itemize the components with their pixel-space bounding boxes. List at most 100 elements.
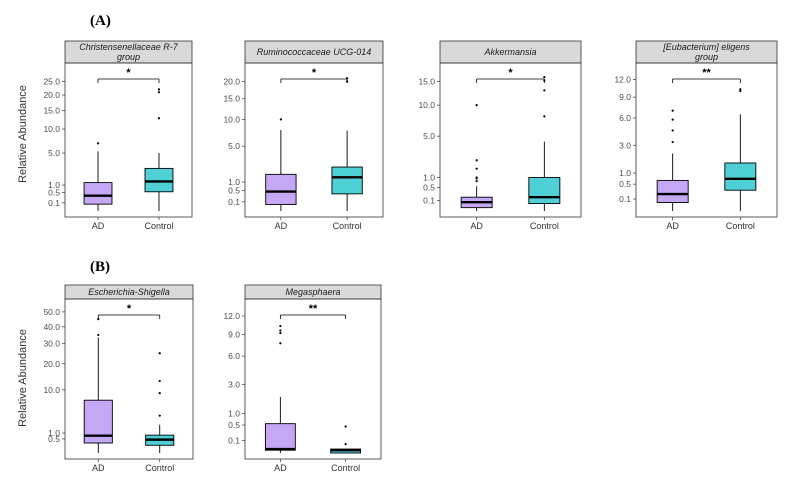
y-tick-label: 9.0 bbox=[619, 92, 631, 102]
facet-4: Escherichia-Shigella 0.51.0 10.0 20.0 30.0 40… bbox=[43, 284, 194, 473]
y-tick-label: 0.1 bbox=[228, 435, 240, 445]
facet-title: Escherichia-Shigella bbox=[88, 287, 170, 297]
outlier-point bbox=[97, 333, 100, 337]
facet-title: group bbox=[117, 52, 140, 62]
outlier-point bbox=[671, 109, 674, 112]
outlier-point bbox=[158, 392, 161, 395]
y-tick-label: 0.5 bbox=[228, 186, 240, 196]
outlier-point bbox=[158, 352, 161, 355]
y-tick-label: 0.1 bbox=[619, 194, 631, 204]
y-tick-label: 0.5 bbox=[228, 420, 240, 430]
x-tick-label: AD bbox=[666, 221, 679, 231]
outlier-point bbox=[157, 91, 161, 94]
outlier-point bbox=[279, 118, 282, 121]
outlier-point bbox=[739, 89, 742, 93]
box-ad bbox=[656, 179, 689, 203]
outlier-point bbox=[543, 76, 546, 79]
y-axis-label-b: Relative Abundance bbox=[17, 329, 29, 427]
y-tick-label: 25.0 bbox=[43, 76, 60, 86]
y-tick-label: 0.5 bbox=[619, 179, 631, 189]
y-tick-label: 50.0 bbox=[43, 307, 60, 317]
outlier-point bbox=[543, 115, 546, 118]
y-tick-label: 5.0 bbox=[228, 141, 240, 151]
facet-5: Megasphaera 0.1 0.5 1.0 3.0 6.0 9.0 12.0 AD Contr… bbox=[223, 284, 382, 473]
y-tick-label: 1.0 bbox=[423, 173, 435, 183]
significance-label: * bbox=[508, 67, 513, 79]
outlier-point bbox=[344, 425, 347, 428]
box-control bbox=[144, 167, 174, 193]
x-tick-label: AD bbox=[92, 463, 105, 473]
y-tick-label: 0.5 bbox=[48, 188, 60, 198]
panel-border bbox=[439, 62, 582, 218]
y-tick-label: 20.0 bbox=[43, 359, 60, 369]
facet-title: Ruminococcaceae UCG-014 bbox=[257, 47, 372, 57]
box-control bbox=[331, 166, 363, 195]
y-tick-label: 5.0 bbox=[423, 131, 435, 141]
facet-title: Megasphaera bbox=[285, 287, 340, 297]
x-tick-label: AD bbox=[470, 221, 483, 231]
outlier-point bbox=[158, 379, 161, 383]
facet-title: Akkermansia bbox=[483, 47, 536, 57]
y-tick-label: 15.0 bbox=[223, 94, 240, 104]
x-tick-label: Control bbox=[144, 221, 173, 231]
box-ad bbox=[83, 182, 113, 205]
x-tick-label: Control bbox=[333, 221, 362, 231]
y-tick-label: 30.0 bbox=[43, 339, 60, 349]
outlier-point bbox=[279, 342, 282, 345]
outlier-point bbox=[739, 88, 742, 91]
y-tick-label: 3.0 bbox=[228, 379, 240, 389]
y-tick-label: 12.0 bbox=[614, 75, 631, 85]
y-tick-label: 15.0 bbox=[418, 76, 435, 86]
y-tick-label: 1.0 bbox=[228, 177, 240, 187]
outlier-point bbox=[475, 167, 478, 170]
y-tick-label: 0.5 bbox=[423, 182, 435, 192]
y-tick-label: 0.1 bbox=[48, 198, 60, 208]
outlier-point bbox=[671, 118, 674, 121]
y-tick-label: 12.0 bbox=[223, 311, 240, 321]
y-tick-label: 40.0 bbox=[43, 322, 60, 332]
significance-label: * bbox=[126, 67, 131, 79]
significance-label: * bbox=[312, 67, 317, 79]
box-control bbox=[528, 177, 561, 204]
box-control bbox=[724, 162, 757, 191]
outlier-point bbox=[475, 179, 478, 183]
outlier-point bbox=[279, 329, 282, 332]
y-tick-label: 5.0 bbox=[48, 148, 60, 158]
facet-1: Ruminococcaceae UCG-014 0.10.51.0 5.0 10.0 1… bbox=[223, 40, 384, 231]
y-axis-label-a: Relative Abundance bbox=[17, 85, 29, 183]
y-tick-label: 1.0 bbox=[619, 168, 631, 178]
significance-label: * bbox=[127, 303, 132, 315]
y-tick-label: 20.0 bbox=[43, 90, 60, 100]
outlier-point bbox=[543, 89, 546, 92]
outlier-point bbox=[344, 443, 347, 446]
x-tick-label: AD bbox=[275, 221, 288, 231]
panel-border bbox=[635, 62, 778, 218]
y-tick-label: 15.0 bbox=[43, 106, 60, 116]
outlier-point bbox=[157, 88, 161, 91]
box-ad bbox=[264, 423, 296, 451]
outlier-point bbox=[279, 331, 282, 335]
x-tick-label: AD bbox=[274, 463, 287, 473]
significance-label: ** bbox=[702, 67, 711, 79]
panel-border bbox=[244, 62, 384, 218]
panel-border bbox=[244, 298, 382, 460]
y-tick-label: 1.0 bbox=[48, 428, 60, 438]
outlier-point bbox=[158, 414, 161, 417]
panel-b-label: (B) bbox=[90, 259, 110, 275]
y-tick-label: 10.0 bbox=[418, 100, 435, 110]
y-tick-label: 9.0 bbox=[228, 329, 240, 339]
y-tick-label: 6.0 bbox=[228, 351, 240, 361]
outlier-point bbox=[157, 117, 161, 120]
outlier-point bbox=[671, 129, 674, 132]
box-ad bbox=[265, 173, 297, 205]
y-tick-label: 6.0 bbox=[619, 113, 631, 123]
significance-label: ** bbox=[309, 303, 318, 315]
y-tick-label: 1.0 bbox=[48, 180, 60, 190]
y-tick-label: 10.0 bbox=[43, 385, 60, 395]
outlier-point bbox=[475, 104, 478, 107]
panel-a-label: (A) bbox=[90, 13, 111, 29]
y-tick-label: 0.1 bbox=[423, 195, 435, 205]
y-tick-label: 10.0 bbox=[43, 124, 60, 134]
